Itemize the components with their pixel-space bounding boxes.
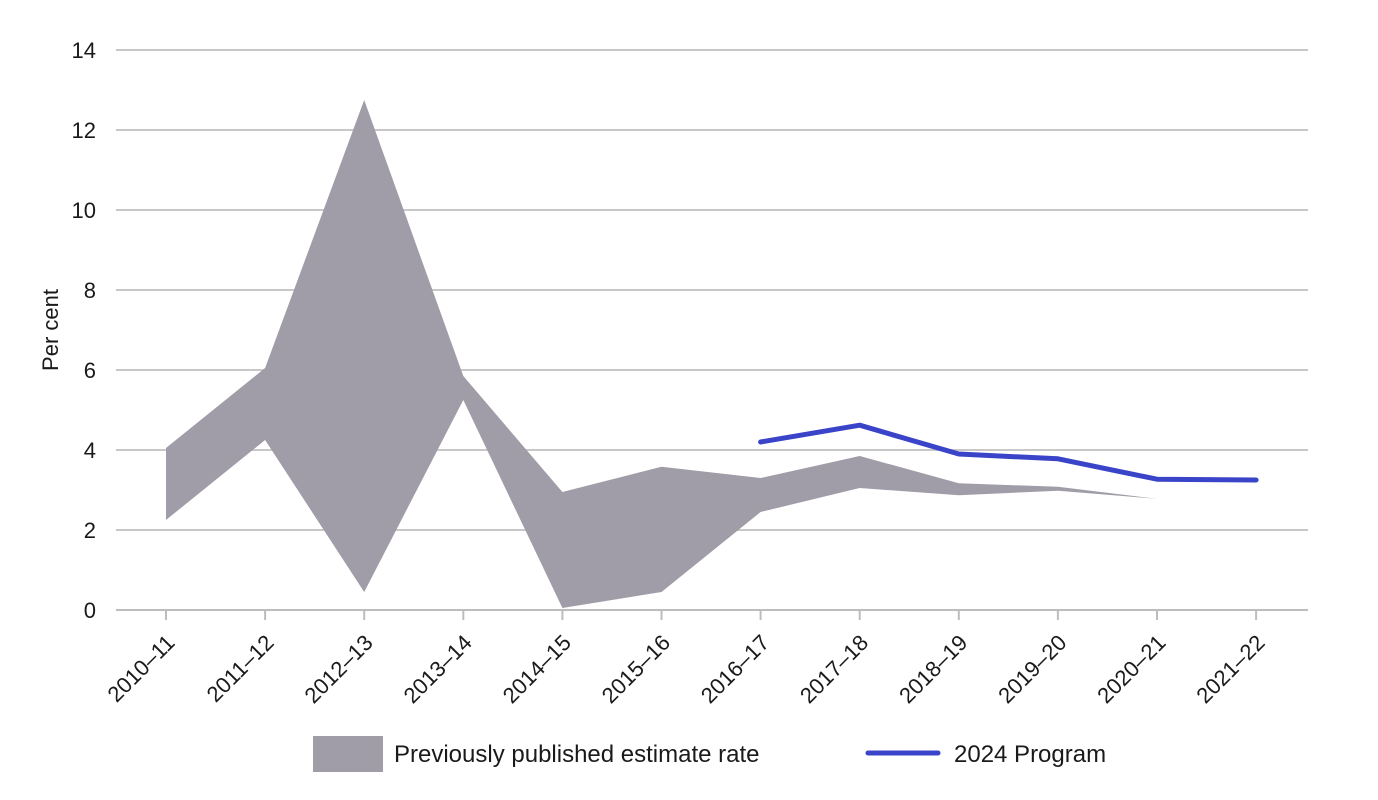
y-tick-label: 10 (72, 198, 96, 223)
y-tick-label: 4 (84, 438, 96, 463)
y-tick-label: 6 (84, 358, 96, 383)
x-tick-label: 2018–19 (894, 630, 972, 708)
x-tick-label: 2015–16 (597, 630, 675, 708)
x-tick-label: 2020–21 (1092, 630, 1170, 708)
y-tick-label: 14 (72, 38, 96, 63)
x-tick-label: 2012–13 (299, 630, 377, 708)
x-axis: 2010–11 2011–12 2012–13 2013–14 2014–15 2015–… (102, 609, 1308, 708)
y-tick-label: 2 (84, 518, 96, 543)
x-tick-label: 2013–14 (399, 630, 477, 708)
legend-label-estimate-band: Previously published estimate rate (394, 741, 760, 768)
y-axis-label: Per cent (38, 289, 63, 371)
legend-label-2024-program: 2024 Program (954, 741, 1106, 768)
x-tick-label: 2017–18 (795, 630, 873, 708)
x-tick-label: 2016–17 (696, 630, 774, 708)
y-axis-ticks: 0 2 4 6 8 10 12 14 (72, 38, 96, 623)
estimate-band-group (166, 100, 1257, 608)
y-tick-label: 8 (84, 278, 96, 303)
legend-swatch-estimate-band (313, 736, 383, 772)
y-tick-label: 0 (84, 598, 96, 623)
x-tick-label: 2021–22 (1191, 630, 1269, 708)
series-line-2024-program (758, 422, 1259, 483)
y-tick-label: 12 (72, 118, 96, 143)
x-tick-label: 2010–11 (102, 630, 179, 707)
x-tick-label: 2014–15 (498, 630, 576, 708)
x-tick-label: 2019–20 (993, 630, 1071, 708)
x-tick-label: 2011–12 (202, 630, 279, 707)
series-lines-group (758, 422, 1259, 483)
legend: Previously published estimate rate 2024 … (313, 736, 1106, 772)
estimate-band-area (166, 100, 1257, 608)
